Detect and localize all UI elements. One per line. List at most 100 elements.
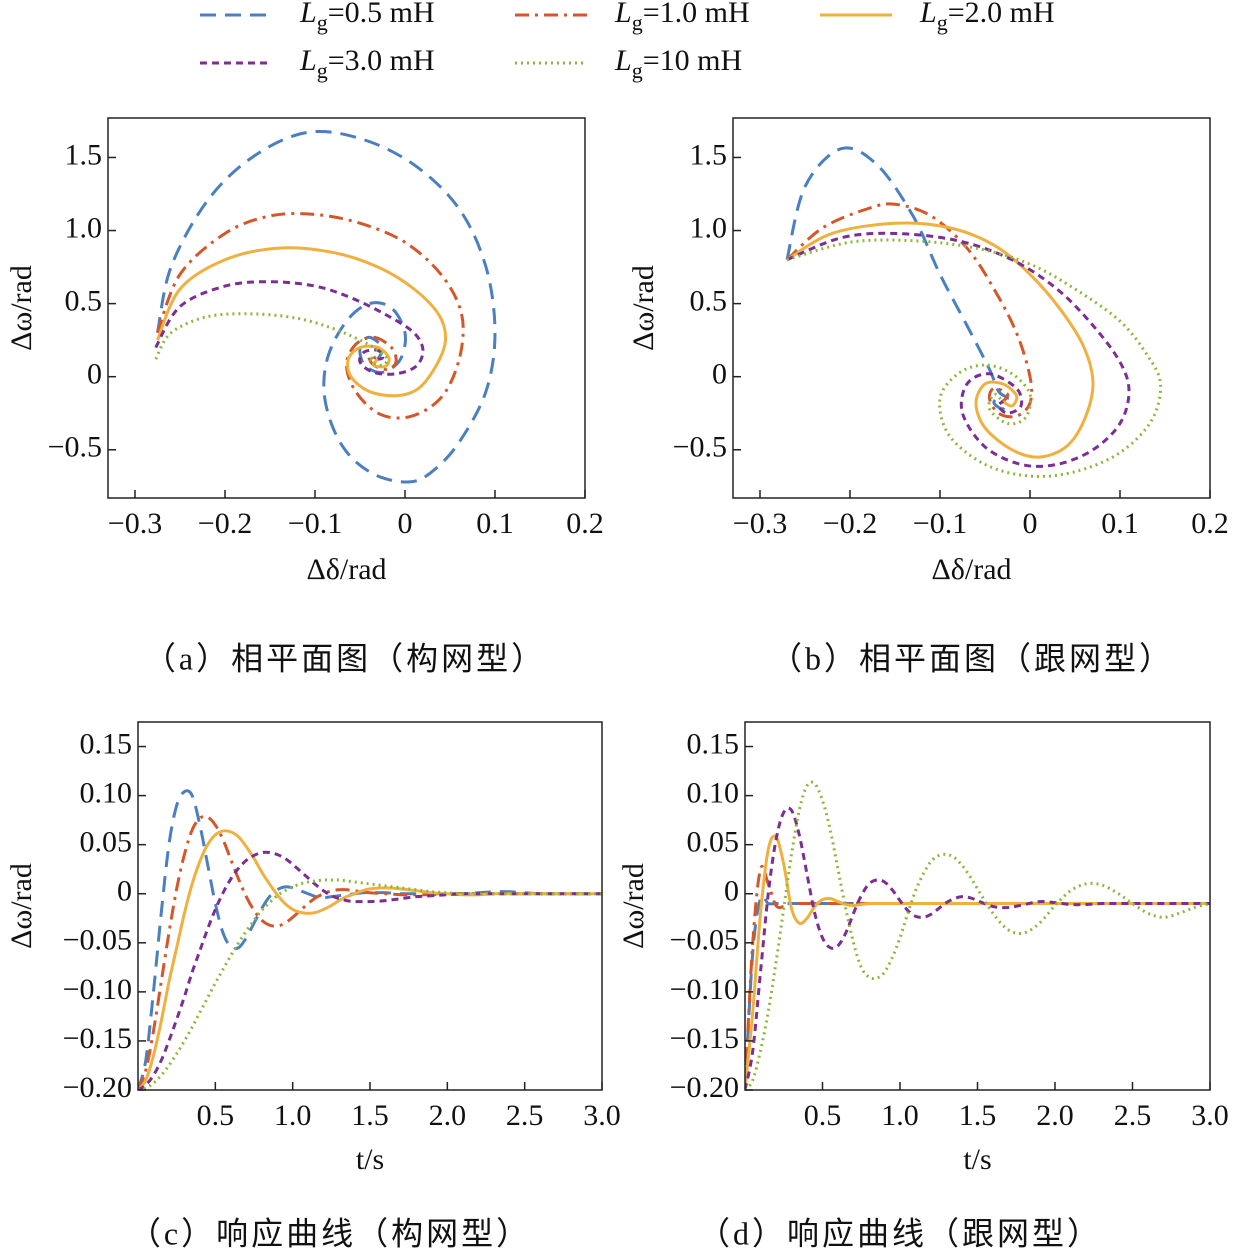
series-line [138,829,602,1090]
x-axis-label: Δδ/rad [931,553,1011,586]
plot-frame [107,117,586,499]
series-line [745,865,1210,1090]
series-line [745,894,1210,1090]
x-tick-label: 0.5 [197,1099,235,1132]
legend-subscript: g [632,10,643,35]
legend-subscript: g [317,58,328,83]
legend-subscript: g [937,10,948,35]
x-tick-label: 0 [398,507,413,540]
x-tick-label: 0.1 [476,507,514,540]
y-axis-label: Δω/rad [617,863,650,949]
x-tick-label: 3.0 [583,1099,621,1132]
y-tick-label: 0.15 [80,727,133,760]
plot [745,780,1210,1090]
legend-label: Lg=2.0 mH [919,0,1055,35]
y-tick-label: −0.20 [63,1071,132,1104]
legend-symbol: L [614,44,632,77]
caption: （a）相平面图（构网型） [144,640,546,676]
series-line [154,312,389,367]
x-tick-label: 1.0 [881,1099,919,1132]
x-tick-label: −0.2 [823,507,877,540]
y-tick-label: 0 [724,875,739,908]
series-line [745,780,1210,1090]
x-tick-label: −0.2 [198,507,252,540]
y-tick-label: −0.5 [673,431,727,464]
x-tick-label: 0.2 [1191,507,1229,540]
x-tick-label: 1.5 [959,1099,997,1132]
x-tick-label: 0 [1023,507,1038,540]
y-tick-label: −0.15 [670,1022,739,1055]
x-tick-label: 2.5 [506,1099,544,1132]
series-line [138,878,602,1090]
series-line [785,202,1034,419]
legend-rest: =2.0 mH [948,0,1055,29]
plot-frame [137,721,603,1091]
x-axis-label: t/s [963,1143,991,1176]
series-line [745,806,1210,1090]
legend-symbol: L [299,44,317,77]
y-tick-label: 0.5 [65,285,103,318]
y-tick-label: −0.5 [48,431,102,464]
x-tick-label: 0.1 [1101,507,1139,540]
y-tick-label: 0.10 [687,776,740,809]
y-tick-label: −0.15 [63,1022,132,1055]
y-tick-label: 1.0 [690,211,728,244]
y-tick-label: 0.10 [80,776,133,809]
y-tick-label: 1.5 [65,138,103,171]
y-axis-label: Δω/rad [5,863,38,949]
x-axis-label: Δδ/rad [306,553,386,586]
series-line [745,834,1210,1090]
legend-subscript: g [317,10,328,35]
legend-symbol: L [614,0,632,29]
y-tick-label: 0 [87,358,102,391]
series-line [786,221,1095,459]
series-line [156,212,465,420]
series-line [785,146,1010,411]
legend-symbol: L [299,0,317,29]
x-tick-label: −0.3 [733,507,787,540]
legend-label: Lg=3.0 mH [299,44,435,83]
legend-symbol: L [919,0,937,29]
x-tick-label: 3.0 [1191,1099,1229,1132]
x-tick-label: −0.1 [288,507,342,540]
y-tick-label: 0 [712,358,727,391]
y-tick-label: 0.05 [80,826,133,859]
series-line [786,231,1131,468]
y-tick-label: −0.05 [63,924,132,957]
x-tick-label: 2.0 [429,1099,467,1132]
plot [138,789,602,1090]
y-axis-label: Δω/rad [5,265,38,351]
plot-frame [732,117,1211,499]
y-axis-label: Δω/rad [627,265,660,351]
x-tick-label: 1.0 [274,1099,312,1132]
plot [154,129,497,484]
series-line [156,246,448,398]
x-tick-label: 2.0 [1036,1099,1074,1132]
y-tick-label: 0.05 [687,826,740,859]
legend-subscript: g [632,58,643,83]
series-line [138,789,602,1090]
y-tick-label: 1.5 [690,138,728,171]
y-tick-label: −0.05 [670,924,739,957]
x-axis-label: t/s [356,1143,384,1176]
legend-label: Lg=1.0 mH [614,0,750,35]
x-tick-label: 0.5 [804,1099,842,1132]
legend-rest: =3.0 mH [328,44,435,77]
y-tick-label: 1.0 [65,211,103,244]
y-tick-label: −0.10 [63,973,132,1006]
y-tick-label: 0.15 [687,727,740,760]
caption: （b）相平面图（跟网型） [770,640,1174,676]
x-tick-label: 0.2 [566,507,604,540]
legend-rest: =10 mH [643,44,742,77]
legend-rest: =0.5 mH [328,0,435,29]
series-line [156,129,497,484]
x-tick-label: 2.5 [1114,1099,1152,1132]
legend-rest: =1.0 mH [643,0,750,29]
y-tick-label: 0 [117,875,132,908]
legend-label: Lg=10 mH [614,44,742,83]
y-tick-label: 0.5 [690,285,728,318]
y-tick-label: −0.10 [670,973,739,1006]
x-tick-label: −0.1 [913,507,967,540]
legend-label: Lg=0.5 mH [299,0,435,35]
